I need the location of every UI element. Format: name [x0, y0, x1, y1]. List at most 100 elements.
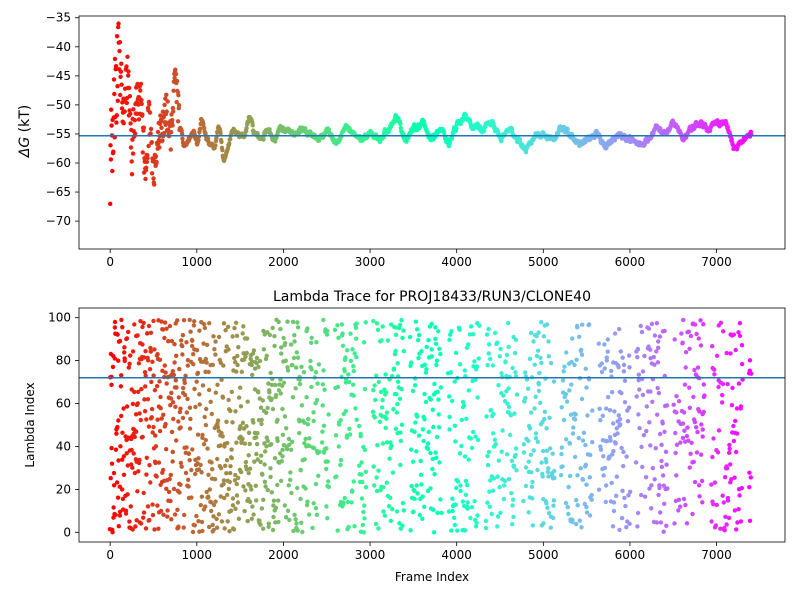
lambda-y-tick-label: 0 — [63, 525, 71, 539]
lambda-point — [718, 526, 723, 531]
lambda-point — [326, 479, 331, 484]
lambda-point — [701, 382, 706, 387]
lambda-point — [735, 520, 740, 525]
lambda-point — [148, 349, 153, 354]
delta-g-point — [169, 130, 174, 135]
lambda-point — [264, 444, 269, 449]
lambda-point — [218, 465, 224, 471]
lambda-point — [504, 452, 510, 457]
lambda-point — [712, 372, 717, 377]
lambda-point — [568, 412, 574, 417]
lambda-point — [205, 446, 210, 451]
lambda-point — [206, 472, 211, 477]
lambda-point — [635, 346, 641, 352]
lambda-point — [378, 389, 384, 395]
lambda-point — [141, 515, 146, 520]
lambda-point — [229, 447, 234, 452]
lambda-point — [145, 397, 151, 402]
lambda-point — [325, 328, 330, 334]
lambda-point — [657, 431, 663, 437]
delta-g-point — [163, 96, 168, 101]
lambda-point — [142, 409, 148, 414]
lambda-point — [170, 449, 175, 455]
lambda-point — [353, 406, 358, 411]
lambda-point — [535, 348, 541, 353]
lambda-point — [395, 379, 401, 384]
lambda-point — [386, 504, 392, 509]
lambda-point — [383, 425, 388, 431]
lambda-point — [699, 452, 704, 457]
lambda-point — [137, 411, 142, 416]
lambda-point — [621, 463, 626, 469]
lambda-point — [215, 425, 221, 430]
delta-g-point — [250, 123, 255, 128]
lambda-point — [617, 417, 623, 422]
lambda-point — [424, 344, 429, 350]
lambda-point — [696, 483, 702, 488]
delta-g-point — [170, 117, 175, 123]
delta-g-point — [162, 102, 167, 108]
lambda-point — [542, 409, 548, 414]
lambda-point — [160, 368, 165, 373]
lambda-point — [242, 508, 247, 514]
lambda-point — [523, 395, 528, 401]
lambda-point — [410, 459, 416, 464]
lambda-point — [247, 441, 252, 447]
lambda-point — [135, 401, 140, 406]
lambda-x-tick-label: 2000 — [268, 548, 299, 562]
delta-g-point — [219, 139, 224, 145]
lambda-point — [116, 358, 121, 363]
lambda-point — [173, 378, 178, 383]
lambda-point — [538, 355, 543, 360]
lambda-point — [205, 495, 211, 500]
lambda-point — [397, 396, 403, 401]
lambda-point — [729, 403, 735, 408]
lambda-point — [221, 481, 226, 487]
lambda-point — [172, 360, 177, 365]
lambda-point — [188, 329, 193, 334]
lambda-point — [489, 511, 494, 517]
lambda-point — [275, 482, 280, 488]
lambda-point — [461, 403, 467, 408]
lambda-point — [572, 454, 578, 460]
lambda-point — [141, 490, 146, 496]
lambda-point — [270, 527, 276, 533]
lambda-point — [277, 451, 283, 456]
lambda-point — [426, 338, 431, 343]
lambda-point — [694, 425, 699, 430]
lambda-point — [388, 518, 394, 524]
lambda-point — [653, 446, 658, 451]
lambda-point — [433, 336, 438, 342]
lambda-point — [246, 430, 252, 435]
lambda-point — [609, 368, 614, 374]
lambda-point — [229, 389, 234, 395]
lambda-point — [546, 474, 551, 479]
lambda-point — [583, 462, 589, 467]
lambda-point — [195, 432, 201, 437]
delta-g-axes-frame — [78, 15, 786, 250]
lambda-point — [354, 336, 359, 341]
lambda-point — [171, 372, 177, 378]
lambda-point — [664, 462, 669, 467]
lambda-point — [438, 497, 443, 502]
lambda-point — [447, 414, 452, 420]
lambda-point — [214, 525, 220, 530]
lambda-point — [535, 467, 540, 473]
delta-g-point — [153, 154, 159, 159]
lambda-point — [564, 437, 569, 442]
lambda-point — [459, 417, 464, 423]
lambda-point — [309, 367, 314, 372]
lambda-point — [261, 526, 266, 531]
lambda-point — [299, 520, 304, 525]
lambda-point — [144, 455, 149, 460]
lambda-point — [415, 414, 420, 419]
lambda-point — [732, 508, 738, 513]
lambda-point — [423, 370, 429, 375]
lambda-point — [268, 474, 273, 480]
lambda-point — [130, 401, 136, 407]
lambda-point — [736, 330, 741, 335]
lambda-point — [506, 320, 511, 326]
lambda-y-tick-label: 100 — [48, 311, 71, 325]
lambda-point — [351, 364, 356, 369]
lambda-point — [236, 516, 242, 521]
